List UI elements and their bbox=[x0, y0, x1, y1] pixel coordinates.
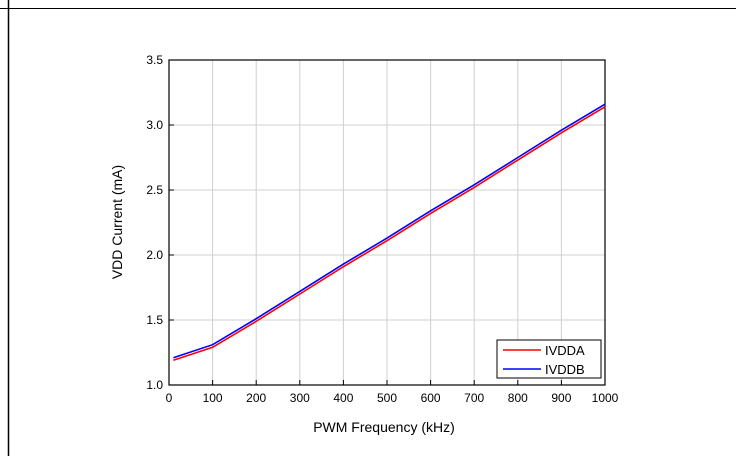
y-tick-label: 3.0 bbox=[146, 118, 163, 132]
x-tick-label: 200 bbox=[246, 391, 266, 405]
x-tick-label: 100 bbox=[203, 391, 223, 405]
x-tick-label: 900 bbox=[551, 391, 571, 405]
x-tick-label: 500 bbox=[377, 391, 397, 405]
y-tick-label: 2.0 bbox=[146, 248, 163, 262]
x-tick-label: 800 bbox=[508, 391, 528, 405]
legend-label-ivdda: IVDDA bbox=[545, 343, 585, 358]
series-line-ivdda bbox=[173, 106, 606, 362]
x-axis-label: PWM Frequency (kHz) bbox=[313, 419, 455, 435]
x-tick-label: 0 bbox=[166, 391, 173, 405]
y-tick-label: 1.5 bbox=[146, 313, 163, 327]
y-tick-label: 2.5 bbox=[146, 183, 163, 197]
y-tick-label: 1.0 bbox=[146, 378, 163, 392]
plot-area: 0 100 200 300 400 500 600 700 800 900 1000 1.0 1.5 2.… bbox=[146, 53, 618, 405]
x-tick-label: 1000 bbox=[592, 391, 619, 405]
y-tick-label: 3.5 bbox=[146, 53, 163, 67]
legend-label-ivddb: IVDDB bbox=[545, 362, 585, 377]
x-tick-label: 600 bbox=[421, 391, 441, 405]
x-tick-label: 300 bbox=[290, 391, 310, 405]
series-line-ivddb bbox=[173, 103, 606, 359]
legend: IVDDA IVDDB bbox=[496, 339, 602, 379]
x-tick-label: 700 bbox=[464, 391, 484, 405]
legend-box bbox=[496, 339, 602, 379]
y-axis-label: VDD Current (mA) bbox=[109, 165, 125, 279]
x-tick-label: 400 bbox=[333, 391, 353, 405]
